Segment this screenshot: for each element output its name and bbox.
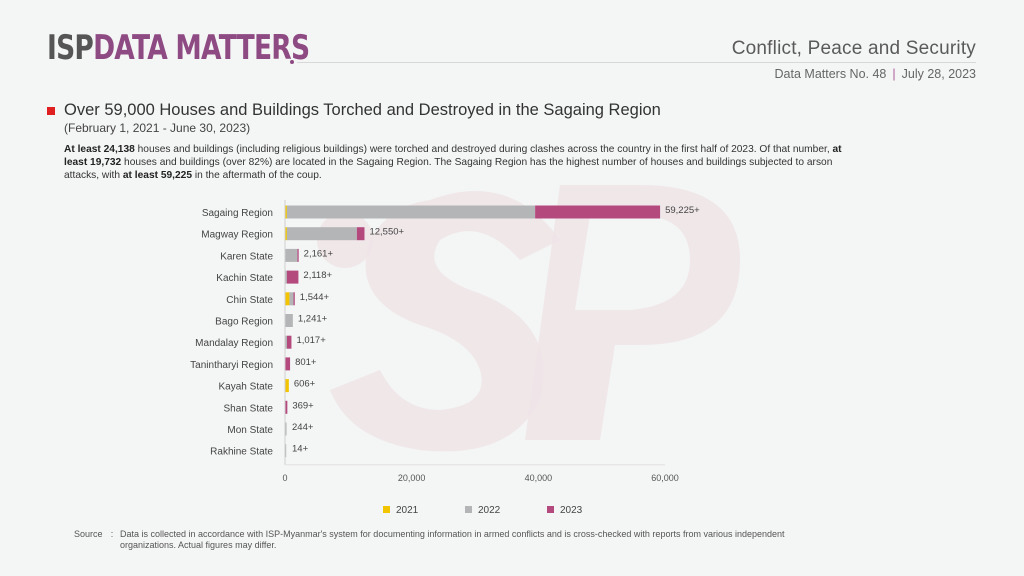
source-text: Data is collected in accordance with ISP… [120, 529, 785, 550]
total-value-label: 1,017+ [296, 335, 326, 346]
legend-label: 2022 [478, 505, 501, 516]
category-label: Sagaing Region [202, 208, 273, 219]
total-value-label: 606+ [294, 379, 316, 390]
x-tick-label: 0 [282, 473, 287, 483]
x-tick-label: 40,000 [525, 473, 553, 483]
bar-segment-2023 [293, 292, 295, 306]
category-label: Mon State [227, 425, 273, 436]
bar-segment-2021 [285, 205, 287, 219]
total-value-label: 801+ [295, 357, 317, 368]
issue-number: Data Matters No. 48 [774, 67, 887, 81]
bar-segment-2022 [285, 314, 293, 327]
bar-segment-2023 [535, 205, 661, 219]
highlight-figure: At least 24,138 [64, 144, 135, 155]
highlight-figure: at least 59,225 [122, 170, 192, 181]
issue-separator: | [892, 67, 896, 81]
legend-swatch-2021 [383, 506, 390, 513]
bar-segment-2021 [285, 292, 290, 306]
bar-segment-2022 [285, 270, 287, 284]
total-value-label: 1,544+ [300, 292, 330, 303]
brand-logo: ISP DATA MATTERS [47, 28, 310, 68]
total-value-label: 2,118+ [303, 270, 332, 281]
watermark-s-shape [330, 191, 560, 452]
total-value-label: 12,550+ [369, 227, 404, 238]
legend-swatch-2022 [465, 506, 472, 513]
total-value-label: 369+ [292, 400, 314, 411]
article-subtitle: (February 1, 2021 - June 30, 2023) [64, 121, 251, 135]
source-colon: : [110, 529, 114, 539]
issue-date: July 28, 2023 [901, 67, 976, 81]
title-bullet-icon [47, 107, 55, 115]
bar-segment-2023 [287, 335, 292, 349]
bar-segment-2023 [285, 400, 288, 414]
total-value-label: 2,161+ [304, 248, 334, 259]
total-value-label: 14+ [292, 444, 309, 455]
source-note: Source : Data is collected in accordance… [74, 529, 840, 551]
watermark-p-shape [525, 185, 740, 440]
category-label: Chin State [226, 295, 273, 306]
category-label: Kayah State [219, 382, 274, 393]
article-description: At least 24,138 houses and buildings (in… [64, 143, 844, 182]
legend-label: 2023 [560, 505, 583, 516]
category-label: Shan State [224, 403, 274, 414]
bar-segment-2023 [297, 248, 299, 262]
bar-segment-2022 [285, 248, 298, 262]
section-title: Conflict, Peace and Security [731, 38, 976, 59]
x-tick-label: 20,000 [398, 473, 426, 483]
legend-label: 2021 [396, 505, 419, 516]
isp-watermark-logo [317, 185, 740, 452]
total-value-label: 1,241+ [298, 314, 328, 325]
legend-swatch-2023 [547, 506, 554, 513]
category-label: Karen State [220, 251, 273, 262]
category-label: Tanintharyi Region [190, 360, 273, 371]
logo-dot [290, 60, 294, 64]
description-text: in the aftermath of the coup. [192, 170, 322, 181]
category-label: Magway Region [201, 230, 273, 241]
bar-segment-2022 [286, 205, 536, 219]
bar-segment-2022 [285, 422, 287, 436]
bar-segment-2022 [286, 227, 357, 241]
header-divider [297, 62, 976, 63]
article-title: Over 59,000 Houses and Buildings Torched… [64, 101, 661, 119]
bar-segment-2023 [286, 270, 299, 284]
bar-segment-2021 [285, 379, 289, 393]
brand-prefix: ISP [47, 28, 94, 68]
bar-segment-2022 [289, 292, 294, 306]
brand-name: DATA MATTERS [93, 28, 310, 68]
source-label: Source [74, 529, 103, 539]
description-text: houses and buildings (including religiou… [134, 144, 833, 155]
bar-segment-2023 [285, 357, 291, 371]
total-value-label: 244+ [292, 422, 314, 433]
bar-segment-2023 [356, 227, 365, 241]
bar-segment-2022 [285, 444, 287, 458]
total-value-label: 59,225+ [665, 205, 700, 216]
category-label: Rakhine State [210, 447, 273, 458]
bar-segment-2022 [285, 335, 288, 349]
category-label: Bago Region [215, 317, 273, 328]
category-label: Mandalay Region [195, 338, 273, 349]
description-text: houses and buildings (over 82%) are loca… [64, 157, 833, 181]
bar-segment-2021 [285, 227, 287, 241]
x-tick-label: 60,000 [651, 473, 679, 483]
issue-line: Data Matters No. 48 | July 28, 2023 [775, 67, 976, 81]
category-label: Kachin State [216, 273, 273, 284]
highlight-figure: at least 19,732 [64, 144, 842, 168]
